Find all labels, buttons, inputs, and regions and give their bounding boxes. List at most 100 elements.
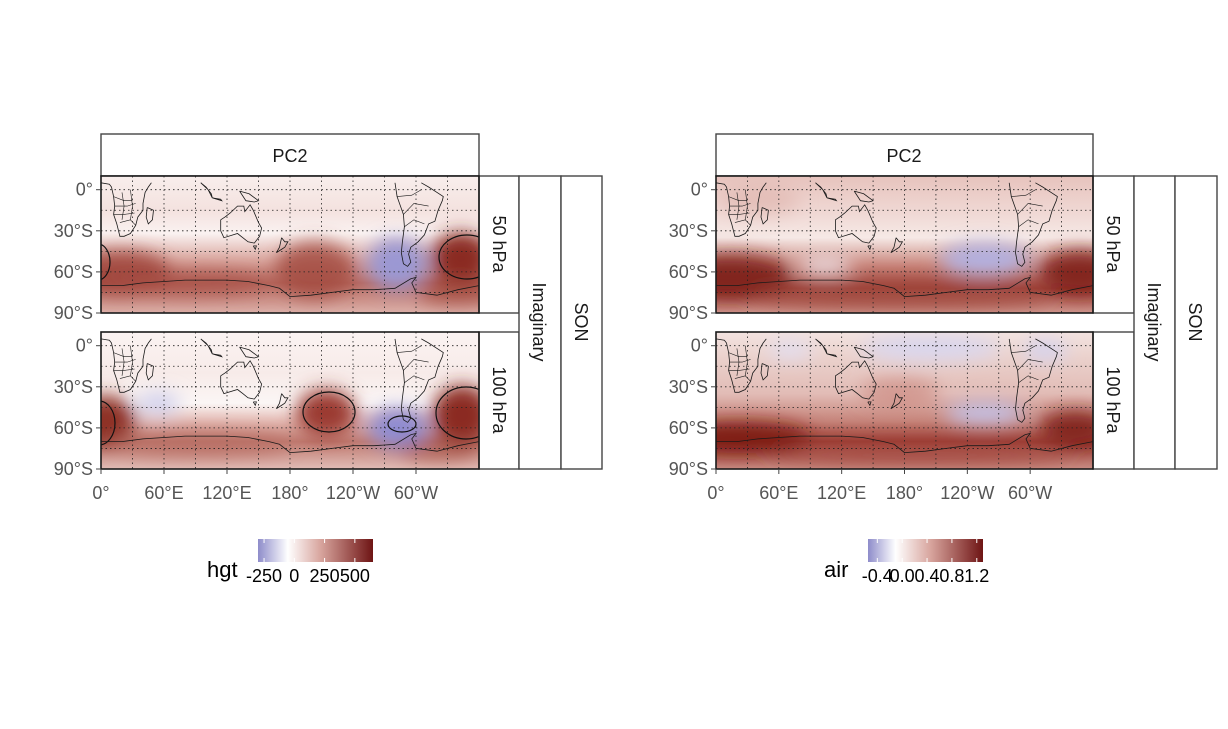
anomaly-positive <box>101 395 135 447</box>
coastline-africa-interior-5 <box>736 192 740 220</box>
significance-contour <box>387 415 417 433</box>
coastline-indonesia-2 <box>212 197 223 202</box>
coastline-africa-interior-6 <box>130 189 133 220</box>
y-tick-label: 30°S <box>54 221 93 241</box>
y-tick-label: 60°S <box>54 418 93 438</box>
anomaly-negative <box>940 243 1030 275</box>
y-tick-label: 0° <box>76 336 93 356</box>
coastline-africa <box>716 338 767 393</box>
coastline-tasmania <box>252 401 257 407</box>
legend-tick-label: 0.4 <box>915 566 940 586</box>
coastline-africa-interior-1 <box>728 196 748 201</box>
anomaly-positive <box>720 186 800 214</box>
y-tick-label: 60°S <box>669 262 708 282</box>
strip-middle-label-air: Imaginary <box>1144 282 1164 361</box>
x-tick-label: 60°E <box>759 483 798 503</box>
coastline-africa-interior-2 <box>114 359 136 363</box>
coastline-new-guinea <box>239 190 260 203</box>
coastline-indonesia-1 <box>200 338 213 355</box>
coastline-new-zealand <box>890 393 904 410</box>
y-tick-label: 60°S <box>669 418 708 438</box>
y-tick-label: 90°S <box>54 303 93 323</box>
significance-contour <box>438 234 479 280</box>
coastline-sa-interior-2 <box>1018 375 1039 383</box>
significance-contour <box>101 243 111 281</box>
coastline-south-america <box>394 338 444 423</box>
strip-level-100-hgt <box>478 331 520 470</box>
coastline-new-zealand <box>276 237 289 254</box>
anomaly-negative <box>367 238 427 290</box>
coastline-new-zealand <box>890 237 904 254</box>
strip-level-100-label-air: 100 hPa <box>1103 366 1123 434</box>
coastline-africa-interior-2 <box>729 203 751 207</box>
y-tick-label: 0° <box>691 336 708 356</box>
coastline-australia <box>835 204 877 244</box>
coastline-new-zealand <box>276 393 289 410</box>
legend-tick-label: 0.0 <box>890 566 915 586</box>
coastline-sa-interior-2 <box>404 375 425 383</box>
x-tick-label: 180° <box>886 483 923 503</box>
x-tick-label: 60°E <box>144 483 183 503</box>
y-tick-label: 60°S <box>54 262 93 282</box>
legend-tick-label: 0 <box>289 566 299 586</box>
anomaly-positive <box>400 440 479 460</box>
legend-title-air: air <box>824 557 848 582</box>
coastline-sa-interior-3 <box>397 189 422 197</box>
y-tick-label: 30°S <box>669 377 708 397</box>
coastline-sa-interior-3 <box>1011 345 1036 353</box>
strip-outer-label-air: SON <box>1185 302 1205 341</box>
strip-level-100-air <box>1092 331 1135 470</box>
x-tick-label: 120°E <box>817 483 866 503</box>
strip-level-50-label-hgt: 50 hPa <box>489 215 509 273</box>
coastline-madagascar <box>760 207 769 225</box>
legend-colorbar-hgt <box>258 539 373 562</box>
strip-outer-label-hgt: SON <box>571 302 591 341</box>
legend-tick-label: 0.8 <box>939 566 964 586</box>
anomaly-negative <box>136 392 180 416</box>
coastline-africa-interior-6 <box>745 189 748 220</box>
strip-middle-label-hgt: Imaginary <box>529 282 549 361</box>
coastline-indonesia-2 <box>212 353 223 358</box>
anomaly-positive <box>716 421 810 453</box>
coastline-africa-interior-5 <box>121 348 125 376</box>
legend-tick-label: -250 <box>246 566 282 586</box>
coastline-africa-interior-5 <box>121 192 125 220</box>
coastline-madagascar <box>145 363 154 381</box>
legend-tick-label: 1.2 <box>964 566 989 586</box>
y-tick-label: 30°S <box>54 377 93 397</box>
strip-top-label-air: PC2 <box>886 146 921 166</box>
coastline-africa <box>101 182 152 237</box>
panel-overlay <box>101 332 479 469</box>
strip-level-50-hgt <box>478 175 520 314</box>
x-tick-label: 60°W <box>394 483 438 503</box>
coastline-antarctica <box>101 432 479 454</box>
coastline-antarctica <box>101 276 479 298</box>
x-tick-label: 120°W <box>326 483 380 503</box>
anomaly-negative <box>860 336 1000 360</box>
strip-top-label-hgt: PC2 <box>272 146 307 166</box>
anomaly-negative <box>945 402 1025 424</box>
coastline-australia <box>220 204 263 244</box>
coastline-tasmania <box>867 401 872 407</box>
coastline-australia <box>835 360 877 400</box>
x-tick-label: 60°W <box>1008 483 1052 503</box>
strip-middle-air <box>1133 175 1176 470</box>
anomaly-positive <box>1040 250 1093 294</box>
coastline-tasmania <box>867 245 872 251</box>
anomaly-positive <box>860 378 940 406</box>
figure-hgt: PC2 <box>100 133 603 586</box>
coastline-indonesia-1 <box>815 338 828 355</box>
y-tick-label: 90°S <box>669 459 708 479</box>
coastline-south-america <box>394 182 444 267</box>
coastline-africa-interior-5 <box>736 348 740 376</box>
panel-hgt-50 <box>101 176 479 313</box>
coastline-sa-interior-2 <box>404 219 425 227</box>
coastline-sa-interior-1 <box>403 359 429 371</box>
panel-overlay <box>716 332 1093 469</box>
coastline-africa-interior-6 <box>745 345 748 376</box>
x-tick-label: 180° <box>271 483 308 503</box>
coastline-africa-interior-1 <box>113 352 133 358</box>
y-tick-label: 90°S <box>669 303 708 323</box>
anomaly-positive <box>110 271 270 295</box>
y-tick-label: 0° <box>76 180 93 200</box>
